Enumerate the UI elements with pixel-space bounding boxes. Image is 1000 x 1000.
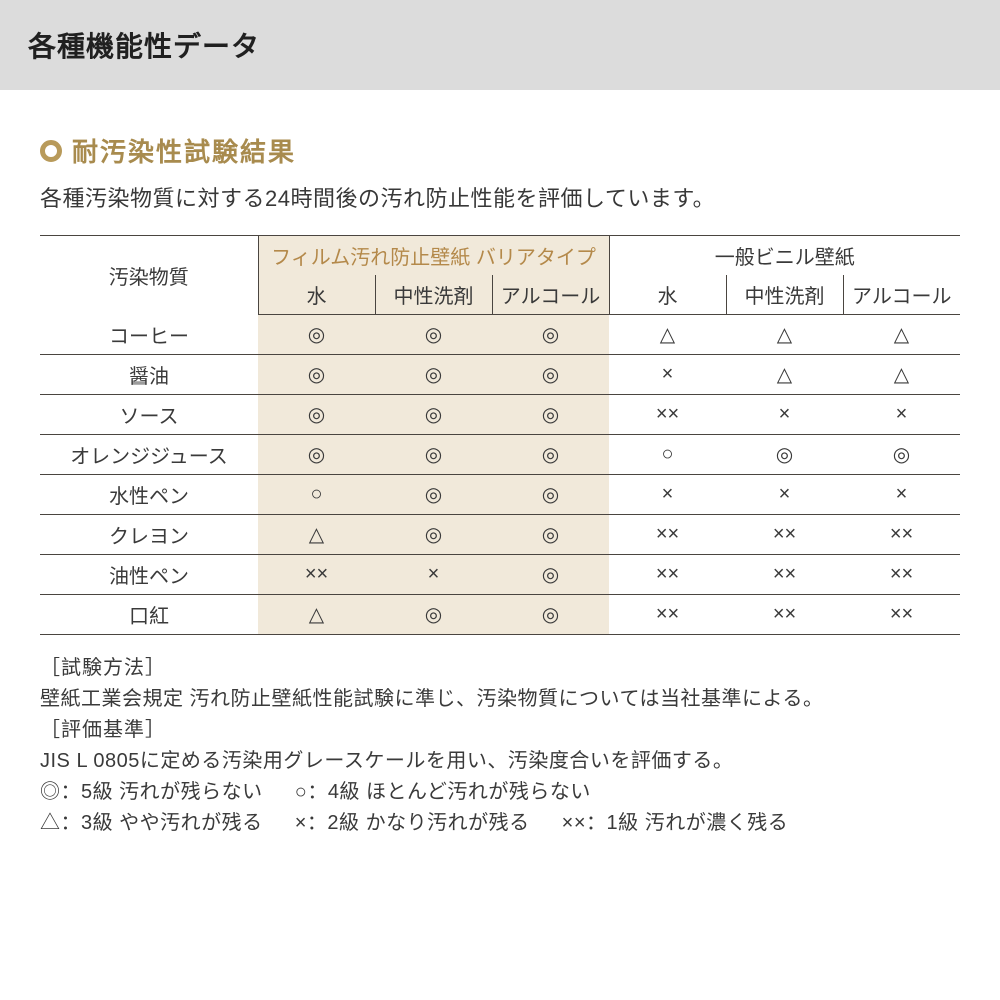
cell: ×: [843, 394, 960, 434]
notes: ［試験方法］ 壁紙工業会規定 汚れ防止壁紙性能試験に準じ、汚染物質については当社…: [40, 653, 970, 839]
table-row: コーヒー ◎ ◎ ◎ △ △ △: [40, 315, 960, 355]
sub-a-1: 中性洗剤: [375, 275, 492, 315]
criteria-label: ［評価基準］: [40, 715, 970, 746]
cell: ◎: [258, 434, 375, 474]
cell: △: [843, 354, 960, 394]
cell: ◎: [375, 594, 492, 634]
row-label: 水性ペン: [40, 474, 258, 514]
table-row: クレヨン △ ◎ ◎ ×× ×× ××: [40, 514, 960, 554]
cell: △: [843, 315, 960, 355]
cell: ◎: [375, 315, 492, 355]
cell: ×: [375, 554, 492, 594]
cell: ×: [609, 474, 726, 514]
cell: ××: [726, 514, 843, 554]
results-table: 汚染物質 フィルム汚れ防止壁紙 バリアタイプ 一般ビニル壁紙 水 中性洗剤 アル…: [40, 235, 960, 635]
cell: ◎: [726, 434, 843, 474]
corner-header: 汚染物質: [40, 236, 258, 315]
legend-item: ×：2級 かなり汚れが残る: [295, 808, 530, 839]
cell: ◎: [258, 394, 375, 434]
cell: △: [726, 315, 843, 355]
sub-b-1: 中性洗剤: [726, 275, 843, 315]
cell: ◎: [375, 514, 492, 554]
page-title: 各種機能性データ: [28, 25, 260, 65]
cell: ×: [726, 394, 843, 434]
cell: ××: [843, 594, 960, 634]
cell: ××: [609, 554, 726, 594]
section-title: 耐汚染性試験結果: [72, 132, 296, 169]
cell: ×: [843, 474, 960, 514]
cell: △: [609, 315, 726, 355]
cell: ××: [609, 514, 726, 554]
cell: ×: [726, 474, 843, 514]
table-row: 醤油 ◎ ◎ ◎ × △ △: [40, 354, 960, 394]
criteria-text: JIS L 0805に定める汚染用グレースケールを用い、汚染度合いを評価する。: [40, 746, 970, 777]
sub-a-0: 水: [258, 275, 375, 315]
cell: ◎: [492, 594, 609, 634]
cell: ◎: [492, 434, 609, 474]
cell: ○: [609, 434, 726, 474]
method-text: 壁紙工業会規定 汚れ防止壁紙性能試験に準じ、汚染物質については当社基準による。: [40, 684, 970, 715]
row-label: コーヒー: [40, 315, 258, 355]
row-label: 口紅: [40, 594, 258, 634]
cell: ◎: [375, 354, 492, 394]
cell: △: [258, 514, 375, 554]
sub-b-0: 水: [609, 275, 726, 315]
section-description: 各種汚染物質に対する24時間後の汚れ防止性能を評価しています。: [40, 181, 970, 213]
group-a-header: フィルム汚れ防止壁紙 バリアタイプ: [258, 236, 609, 276]
cell: ◎: [492, 354, 609, 394]
cell: ××: [726, 554, 843, 594]
cell: ◎: [258, 315, 375, 355]
cell: ◎: [375, 394, 492, 434]
cell: ××: [609, 394, 726, 434]
cell: ◎: [492, 474, 609, 514]
row-label: ソース: [40, 394, 258, 434]
bullet-ring-icon: [40, 140, 62, 162]
cell: ◎: [375, 474, 492, 514]
cell: △: [726, 354, 843, 394]
cell: △: [258, 594, 375, 634]
cell: ××: [726, 594, 843, 634]
sub-a-2: アルコール: [492, 275, 609, 315]
cell: ××: [258, 554, 375, 594]
row-label: 油性ペン: [40, 554, 258, 594]
cell: ××: [843, 554, 960, 594]
cell: ◎: [375, 434, 492, 474]
cell: ××: [609, 594, 726, 634]
header-bar: 各種機能性データ: [0, 0, 1000, 90]
cell: ○: [258, 474, 375, 514]
section-header: 耐汚染性試験結果: [40, 132, 970, 169]
method-label: ［試験方法］: [40, 653, 970, 684]
cell: ×: [609, 354, 726, 394]
table-row: ソース ◎ ◎ ◎ ×× × ×: [40, 394, 960, 434]
cell: ◎: [492, 514, 609, 554]
content: 耐汚染性試験結果 各種汚染物質に対する24時間後の汚れ防止性能を評価しています。…: [0, 90, 1000, 839]
row-label: クレヨン: [40, 514, 258, 554]
legend-item: ○：4級 ほとんど汚れが残らない: [295, 777, 591, 808]
legend-item: ××：1級 汚れが濃く残る: [562, 808, 789, 839]
legend-line-1: ◎：5級 汚れが残らない ○：4級 ほとんど汚れが残らない: [40, 777, 970, 808]
legend-item: ◎：5級 汚れが残らない: [40, 777, 263, 808]
table-row: 口紅 △ ◎ ◎ ×× ×× ××: [40, 594, 960, 634]
group-b-header: 一般ビニル壁紙: [609, 236, 960, 276]
cell: ◎: [492, 394, 609, 434]
table-header-groups: 汚染物質 フィルム汚れ防止壁紙 バリアタイプ 一般ビニル壁紙: [40, 236, 960, 276]
table-row: 油性ペン ×× × ◎ ×× ×× ××: [40, 554, 960, 594]
row-label: オレンジジュース: [40, 434, 258, 474]
table-row: 水性ペン ○ ◎ ◎ × × ×: [40, 474, 960, 514]
legend-line-2: △：3級 やや汚れが残る ×：2級 かなり汚れが残る ××：1級 汚れが濃く残る: [40, 808, 970, 839]
table-row: オレンジジュース ◎ ◎ ◎ ○ ◎ ◎: [40, 434, 960, 474]
sub-b-2: アルコール: [843, 275, 960, 315]
cell: ◎: [492, 315, 609, 355]
cell: ◎: [843, 434, 960, 474]
cell: ◎: [492, 554, 609, 594]
cell: ××: [843, 514, 960, 554]
legend-item: △：3級 やや汚れが残る: [40, 808, 263, 839]
row-label: 醤油: [40, 354, 258, 394]
cell: ◎: [258, 354, 375, 394]
